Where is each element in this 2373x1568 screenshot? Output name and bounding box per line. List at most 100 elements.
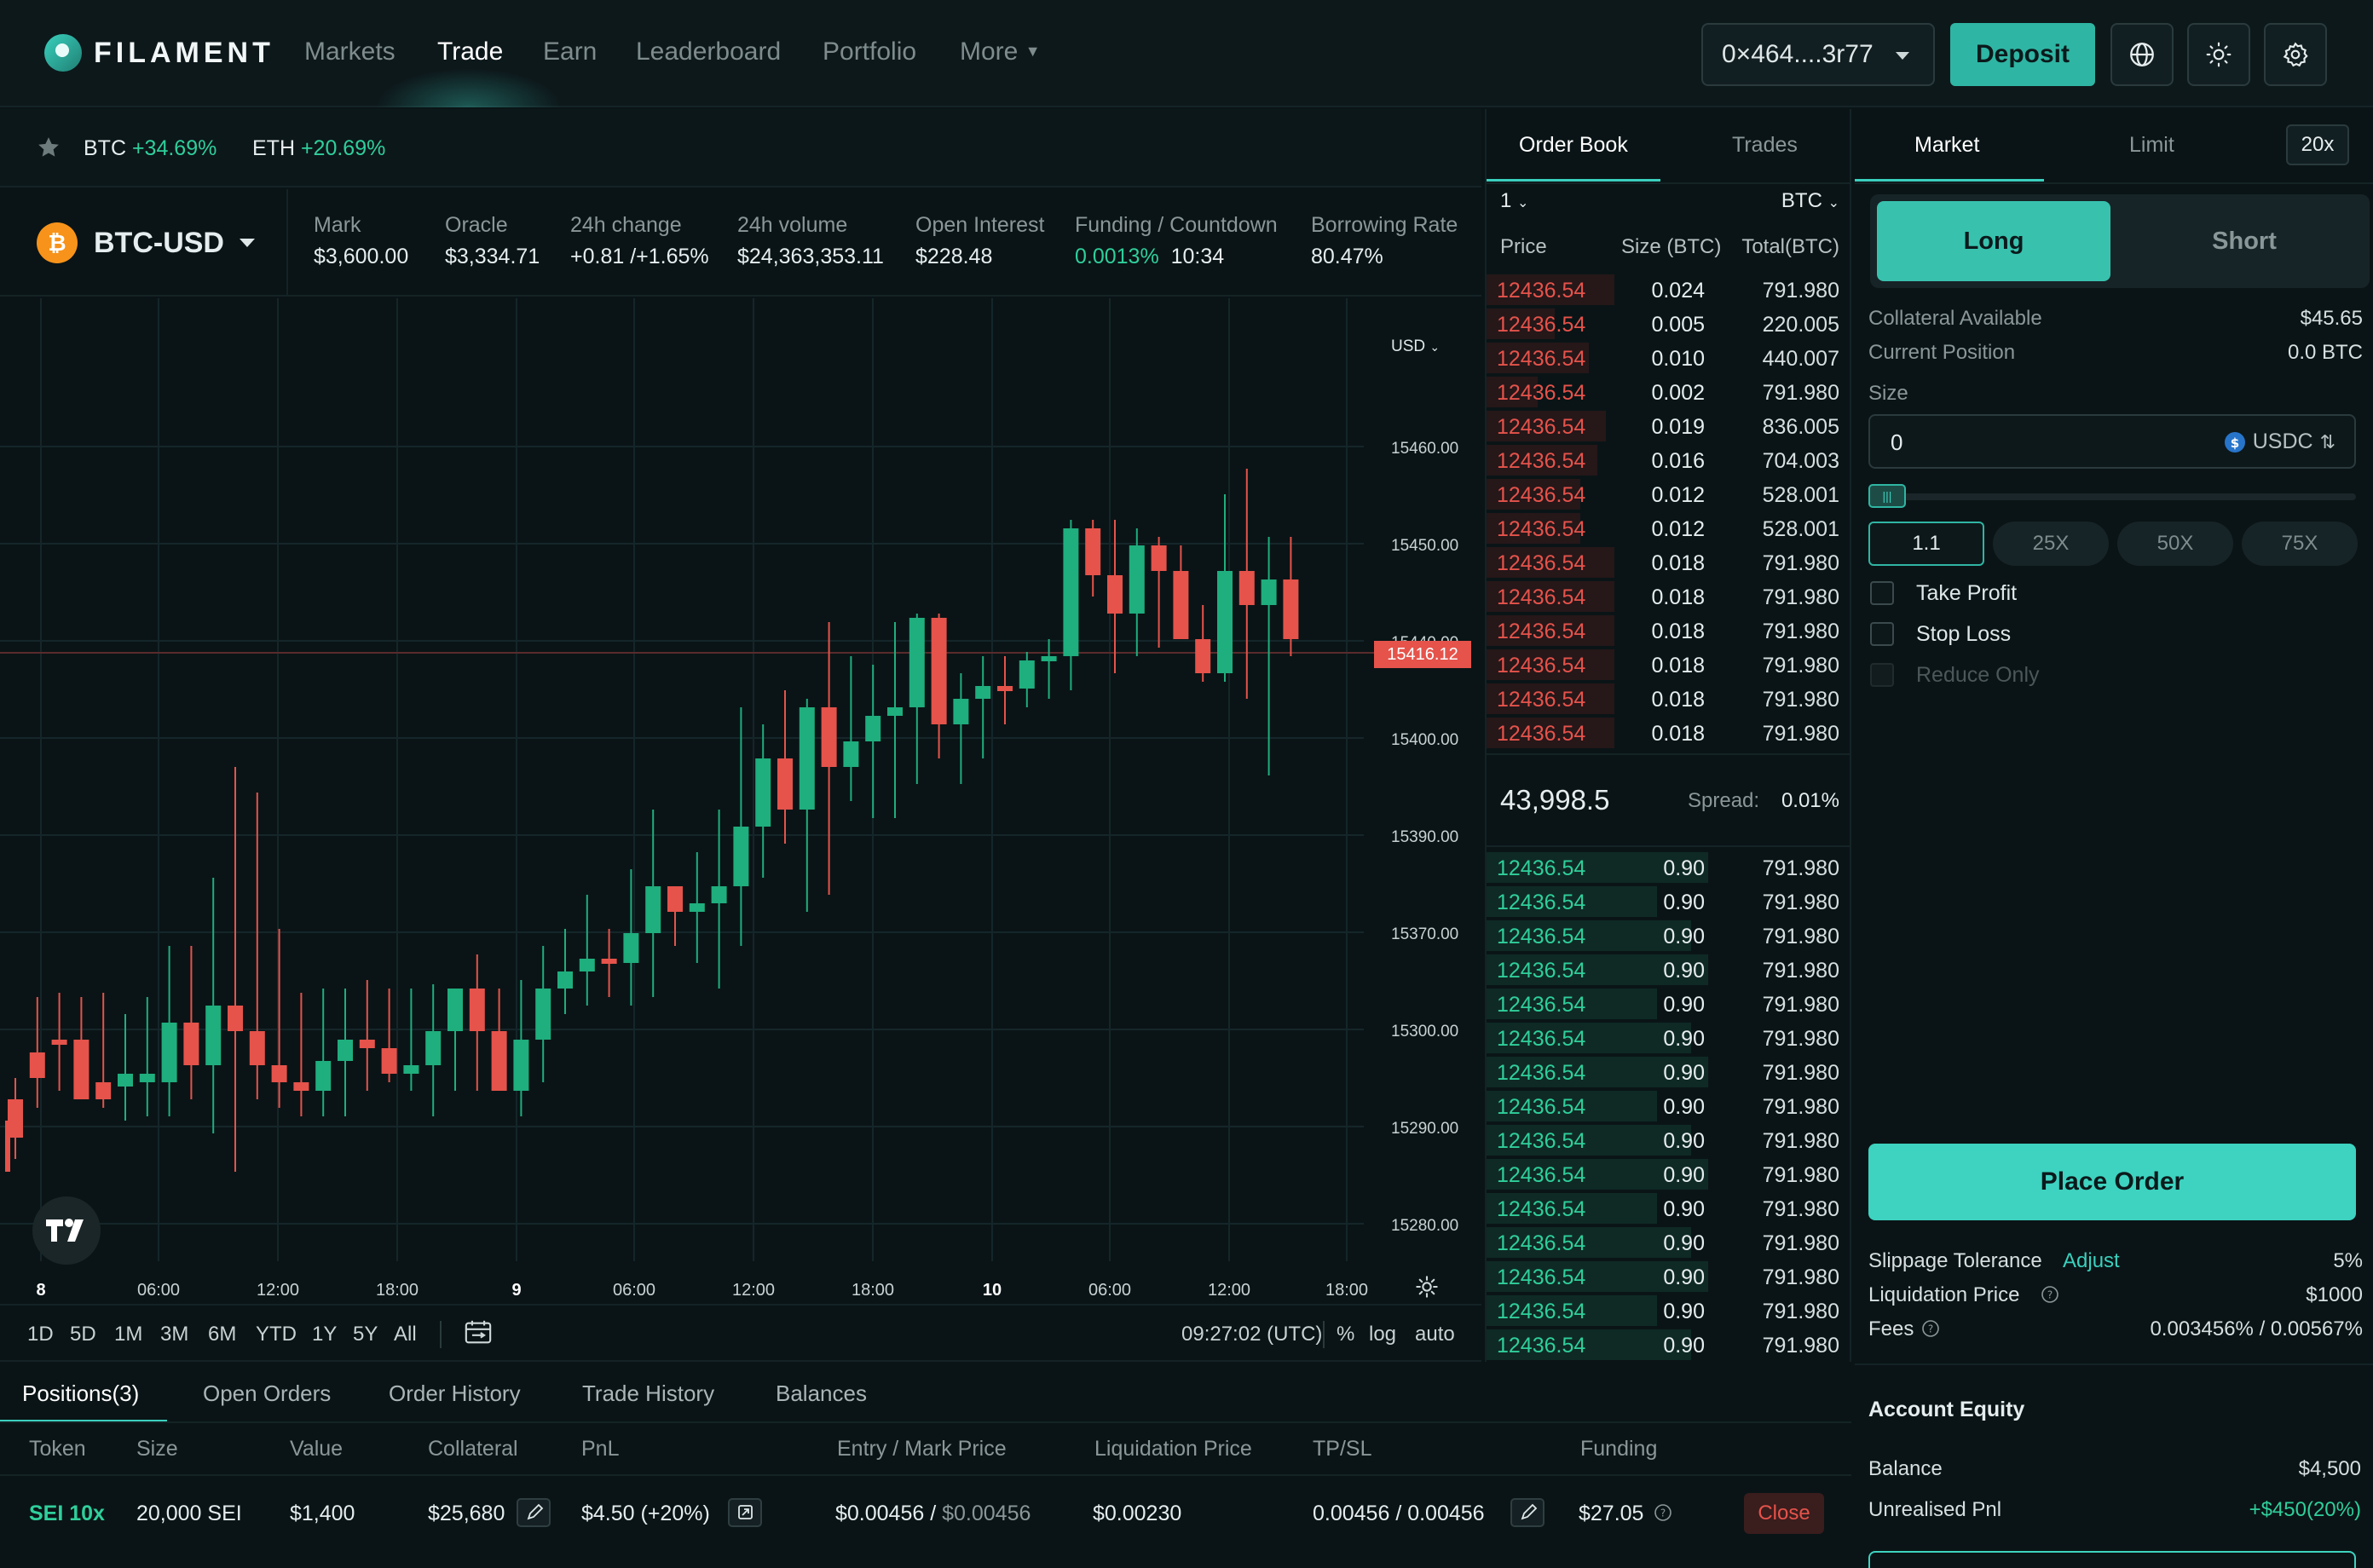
tab-trades[interactable]: Trades — [1732, 133, 1798, 157]
brand-logo[interactable]: FILAMENT — [44, 34, 274, 72]
grouping-selector[interactable]: 1 ⌄ — [1500, 189, 1528, 213]
tradingview-logo[interactable] — [32, 1196, 101, 1265]
bid-row[interactable]: 12436.54 0.90 791.980 — [1487, 1157, 1850, 1191]
ask-row[interactable]: 12436.54 0.005 220.005 — [1487, 307, 1850, 341]
info-icon[interactable]: ? — [1654, 1503, 1672, 1526]
timeframe-6m[interactable]: 6M — [208, 1323, 237, 1346]
bid-row[interactable]: 12436.54 0.90 791.980 — [1487, 1225, 1850, 1260]
nav-leaderboard[interactable]: Leaderboard — [636, 37, 782, 66]
leverage-button[interactable]: 20x — [2286, 124, 2349, 165]
stop-loss-checkbox[interactable] — [1870, 622, 1894, 646]
bid-row[interactable]: 12436.54 0.90 791.980 — [1487, 919, 1850, 953]
tab-limit[interactable]: Limit — [2129, 133, 2174, 157]
pair-selector[interactable]: ₿ BTC-USD — [36, 222, 255, 264]
tab-trade-history[interactable]: Trade History — [582, 1381, 715, 1406]
timeframe-3m[interactable]: 3M — [160, 1323, 189, 1346]
candlestick-chart[interactable]: 15460.0015450.0015440.0015400.0015390.00… — [0, 298, 1481, 1304]
bid-row[interactable]: 12436.54 0.90 791.980 — [1487, 1294, 1850, 1328]
timeframe-5y[interactable]: 5Y — [353, 1323, 378, 1346]
edit-collateral-button[interactable] — [517, 1498, 551, 1527]
equity-action-button[interactable] — [1868, 1551, 2356, 1568]
bid-row[interactable]: 12436.54 0.90 791.980 — [1487, 850, 1850, 885]
star-icon[interactable] — [36, 135, 61, 164]
bid-row[interactable]: 12436.54 0.90 791.980 — [1487, 1021, 1850, 1055]
chart-settings-icon[interactable] — [1415, 1275, 1439, 1303]
reduce-only-checkbox[interactable] — [1870, 663, 1894, 687]
info-icon[interactable]: ? — [2041, 1285, 2059, 1308]
bid-row[interactable]: 12436.54 0.90 791.980 — [1487, 1260, 1850, 1294]
nav-more[interactable]: More ▼ — [960, 37, 1041, 66]
tab-balances[interactable]: Balances — [776, 1381, 867, 1406]
leverage-75x[interactable]: 75X — [2242, 522, 2358, 566]
leverage-input[interactable]: 1.1 — [1868, 522, 1984, 566]
bid-row[interactable]: 12436.54 0.90 791.980 — [1487, 1191, 1850, 1225]
size: 0.90 — [1663, 1265, 1705, 1289]
short-button[interactable]: Short — [2212, 227, 2277, 255]
ask-row[interactable]: 12436.54 0.016 704.003 — [1487, 443, 1850, 477]
timeframe-1d[interactable]: 1D — [27, 1323, 54, 1346]
bid-row[interactable]: 12436.54 0.90 791.980 — [1487, 1089, 1850, 1123]
theme-toggle-button[interactable] — [2187, 23, 2250, 86]
info-icon[interactable]: ? — [1921, 1319, 1940, 1342]
size-unit-toggle[interactable]: $ USDC ⇅ — [2224, 429, 2335, 454]
ask-row[interactable]: 12436.54 0.012 528.001 — [1487, 477, 1850, 511]
tab-order-book[interactable]: Order Book — [1519, 133, 1628, 157]
position-token[interactable]: SEI 10x — [29, 1502, 105, 1525]
ask-row[interactable]: 12436.54 0.019 836.005 — [1487, 409, 1850, 443]
timeframe-ytd[interactable]: YTD — [256, 1323, 297, 1346]
settings-button[interactable] — [2264, 23, 2327, 86]
ask-row[interactable]: 12436.54 0.018 791.980 — [1487, 682, 1850, 716]
price-chart[interactable]: 15460.0015450.0015440.0015400.0015390.00… — [0, 298, 1481, 1304]
ask-row[interactable]: 12436.54 0.024 791.980 — [1487, 273, 1850, 307]
date-range-icon[interactable] — [464, 1319, 493, 1351]
leverage-50x[interactable]: 50X — [2117, 522, 2233, 566]
size-input[interactable]: 0 $ USDC ⇅ — [1868, 414, 2356, 469]
leverage-25x[interactable]: 25X — [1993, 522, 2109, 566]
nav-markets[interactable]: Markets — [304, 37, 396, 66]
take-profit-checkbox[interactable] — [1870, 581, 1894, 605]
timeframe-5d[interactable]: 5D — [70, 1323, 96, 1346]
tab-market[interactable]: Market — [1914, 133, 1980, 157]
bid-row[interactable]: 12436.54 0.90 791.980 — [1487, 953, 1850, 987]
close-position-button[interactable]: Close — [1744, 1493, 1824, 1534]
long-button[interactable]: Long — [1877, 201, 2110, 281]
ask-row[interactable]: 12436.54 0.018 791.980 — [1487, 614, 1850, 648]
timeframe-1m[interactable]: 1M — [114, 1323, 143, 1346]
timeframe-1y[interactable]: 1Y — [312, 1323, 338, 1346]
leverage-slider[interactable]: ||| — [1868, 484, 2356, 508]
ask-row[interactable]: 12436.54 0.018 791.980 — [1487, 648, 1850, 682]
timeframe-all[interactable]: All — [394, 1323, 417, 1346]
bid-row[interactable]: 12436.54 0.90 791.980 — [1487, 1328, 1850, 1362]
bid-row[interactable]: 12436.54 0.90 791.980 — [1487, 1123, 1850, 1157]
deposit-button[interactable]: Deposit — [1950, 23, 2095, 86]
scale-auto[interactable]: auto — [1415, 1323, 1455, 1346]
place-order-button[interactable]: Place Order — [1868, 1144, 2356, 1220]
tab-order-history[interactable]: Order History — [389, 1381, 521, 1406]
nav-trade[interactable]: Trade — [437, 37, 504, 66]
favorite-btc[interactable]: BTC +34.69% — [84, 136, 217, 161]
ask-row[interactable]: 12436.54 0.018 791.980 — [1487, 579, 1850, 614]
language-button[interactable] — [2110, 23, 2174, 86]
nav-earn[interactable]: Earn — [543, 37, 598, 66]
nav-portfolio[interactable]: Portfolio — [823, 37, 917, 66]
scale-percent[interactable]: % — [1337, 1323, 1355, 1346]
share-pnl-button[interactable] — [728, 1498, 762, 1527]
tab-positions[interactable]: Positions(3) — [22, 1381, 140, 1406]
ask-row[interactable]: 12436.54 0.002 791.980 — [1487, 375, 1850, 409]
bid-row[interactable]: 12436.54 0.90 791.980 — [1487, 885, 1850, 919]
favorite-eth[interactable]: ETH +20.69% — [252, 136, 385, 161]
ask-row[interactable]: 12436.54 0.018 791.980 — [1487, 716, 1850, 750]
currency-selector[interactable]: USD ⌄ — [1391, 337, 1440, 356]
ask-row[interactable]: 12436.54 0.012 528.001 — [1487, 511, 1850, 545]
tab-open-orders[interactable]: Open Orders — [203, 1381, 332, 1406]
scale-log[interactable]: log — [1369, 1323, 1397, 1346]
bid-row[interactable]: 12436.54 0.90 791.980 — [1487, 1055, 1850, 1089]
edit-tpsl-button[interactable] — [1510, 1498, 1544, 1527]
wallet-selector[interactable]: 0×464....3r77 — [1701, 23, 1935, 86]
slider-handle[interactable]: ||| — [1868, 484, 1906, 508]
bid-row[interactable]: 12436.54 0.90 791.980 — [1487, 987, 1850, 1021]
ask-row[interactable]: 12436.54 0.018 791.980 — [1487, 545, 1850, 579]
slippage-adjust-link[interactable]: Adjust — [2063, 1249, 2120, 1272]
unit-selector[interactable]: BTC ⌄ — [1781, 189, 1839, 213]
ask-row[interactable]: 12436.54 0.010 440.007 — [1487, 341, 1850, 375]
